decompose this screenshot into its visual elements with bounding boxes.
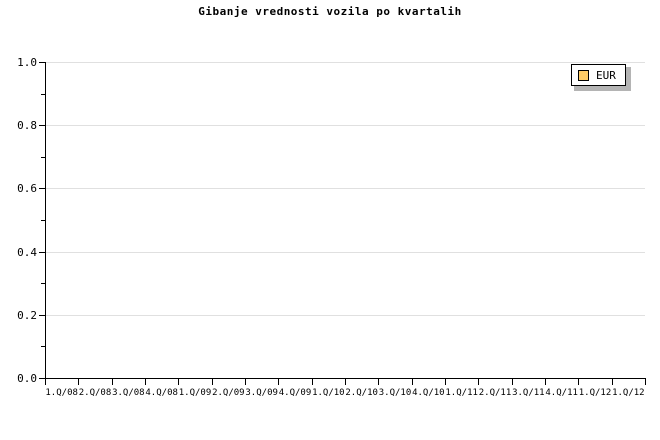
x-axis-tick-label: 4.Q/09 [278,388,312,398]
x-axis-tick [178,379,179,385]
x-axis-tick-label: 3.Q/09 [245,388,278,398]
y-axis-minor-tick [41,346,45,348]
x-axis-tick-label: 1.Q/09 [178,388,212,398]
y-axis-tick-label: 0.8 [17,119,37,133]
x-axis-tick-label: 1.Q/10 [312,388,345,398]
y-axis-tick [39,378,45,379]
x-axis-tick-label: 1.Q/12 [612,388,645,398]
series-layer [45,62,645,378]
legend-label-eur: EUR [596,68,616,82]
x-axis-tick [278,379,279,385]
legend-swatch-eur [578,69,589,81]
x-axis-tick [612,379,613,385]
x-axis-tick [545,379,546,385]
x-axis-tick-label: 2.Q/11 [478,388,512,398]
y-axis-line [45,62,46,379]
x-axis-tick [45,379,46,385]
x-axis-tick [245,379,246,385]
y-axis-tick-label: 1.0 [17,56,37,69]
x-axis-tick [78,379,79,385]
gridline [45,125,645,127]
y-axis-tick [39,314,45,316]
gridline [45,62,645,63]
y-axis-tick-label: 0.6 [17,182,37,196]
x-axis-tick-label: 4.Q/08 [145,388,178,398]
x-axis-tick-label: 3.Q/08 [112,388,145,398]
x-axis-tick [312,379,313,385]
x-axis-tick [578,379,579,385]
plot-area [45,62,645,379]
x-axis-tick [345,379,346,385]
x-axis-tick [145,379,146,385]
y-axis-minor-tick [41,283,45,285]
x-axis-tick-label: 2.Q/08 [78,388,112,398]
x-axis-tick [445,379,446,385]
x-axis-tick [412,379,413,385]
y-axis-minor-tick [41,93,45,95]
y-axis-minor-tick [41,220,45,221]
x-axis-tick-label: 1.Q/12 [578,388,612,398]
chart-legend[interactable]: EUR [571,64,626,86]
y-axis-tick-label: 0.0 [17,372,37,385]
x-axis-tick-label: 3.Q/10 [378,388,412,398]
gridline [45,314,645,316]
x-axis-tick [512,379,513,385]
y-axis-minor-tick [41,156,45,158]
x-axis-tick [478,379,479,385]
x-axis-tick [212,379,213,385]
x-axis-tick [645,379,646,385]
x-axis-tick-label: 2.Q/10 [345,388,378,398]
x-axis-tick [112,379,113,385]
x-axis-tick [378,379,379,385]
y-axis-tick-label: 0.4 [17,245,37,259]
x-axis-tick-label: 2.Q/09 [212,388,245,398]
gridline [45,251,645,253]
y-axis-tick [39,125,45,127]
x-axis-line [45,378,646,379]
y-axis-tick-label: 0.2 [17,308,37,322]
x-axis-tick-label: 1.Q/11 [445,388,478,398]
x-axis-tick-label: 4.Q/11 [545,388,578,398]
y-axis-tick [39,188,45,190]
x-axis-tick-label: 3.Q/11 [512,388,545,398]
y-axis-tick [39,251,45,253]
y-axis-tick [39,62,45,63]
x-axis-tick-label: 1.Q/08 [45,388,78,398]
x-axis-tick-label: 4.Q/10 [412,388,445,398]
gridline [45,188,645,190]
page-title: Gibanje vrednosti vozila po kvartalih [198,5,462,18]
